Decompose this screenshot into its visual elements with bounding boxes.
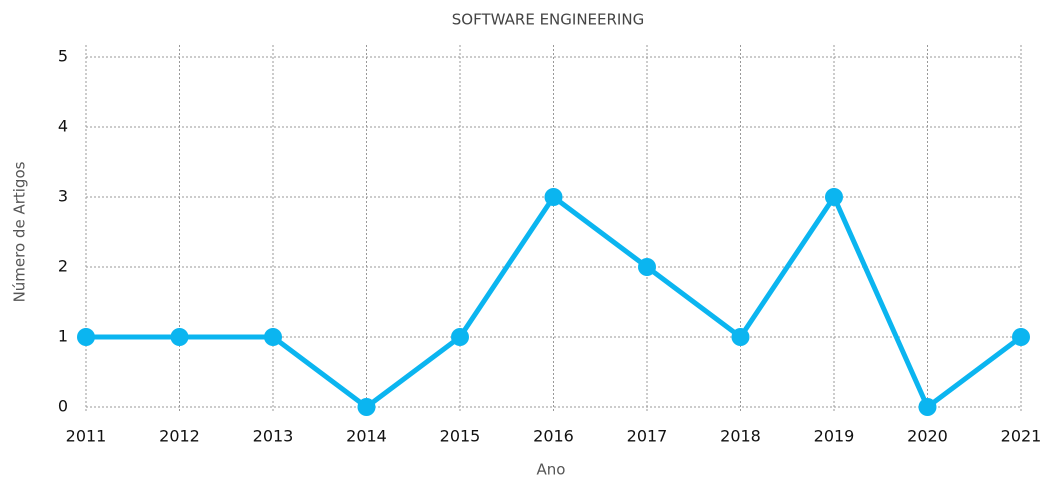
x-tick-label: 2019 bbox=[814, 427, 855, 446]
data-point bbox=[1012, 328, 1030, 346]
x-tick-label: 2012 bbox=[159, 427, 200, 446]
data-point bbox=[918, 398, 937, 416]
data-point bbox=[731, 328, 750, 346]
x-tick-label: 2017 bbox=[627, 427, 668, 446]
x-tick-label: 2016 bbox=[533, 427, 574, 446]
y-tick-label: 2 bbox=[58, 257, 68, 276]
x-tick-label: 2014 bbox=[346, 427, 387, 446]
y-tick-label: 0 bbox=[58, 397, 68, 416]
y-tick-label: 1 bbox=[58, 327, 68, 346]
x-tick-label: 2018 bbox=[720, 427, 761, 446]
data-point bbox=[357, 398, 376, 416]
x-axis-label: Ano bbox=[537, 461, 566, 479]
y-tick-label: 3 bbox=[58, 187, 68, 206]
data-point bbox=[544, 188, 563, 206]
x-tick-label: 2015 bbox=[440, 427, 481, 446]
data-point bbox=[825, 188, 843, 206]
data-point bbox=[77, 328, 95, 346]
chart-title: SOFTWARE ENGINEERING bbox=[452, 11, 644, 29]
data-point bbox=[170, 328, 189, 346]
data-point bbox=[638, 258, 656, 276]
x-tick-label: 2021 bbox=[1001, 427, 1042, 446]
data-point bbox=[451, 328, 469, 346]
y-tick-label: 5 bbox=[58, 47, 68, 66]
x-tick-label: 2020 bbox=[907, 427, 948, 446]
x-tick-label: 2013 bbox=[253, 427, 294, 446]
y-tick-label: 4 bbox=[58, 117, 68, 136]
data-point bbox=[264, 328, 282, 346]
y-axis-label: Número de Artigos bbox=[11, 161, 29, 302]
x-tick-label: 2011 bbox=[66, 427, 107, 446]
